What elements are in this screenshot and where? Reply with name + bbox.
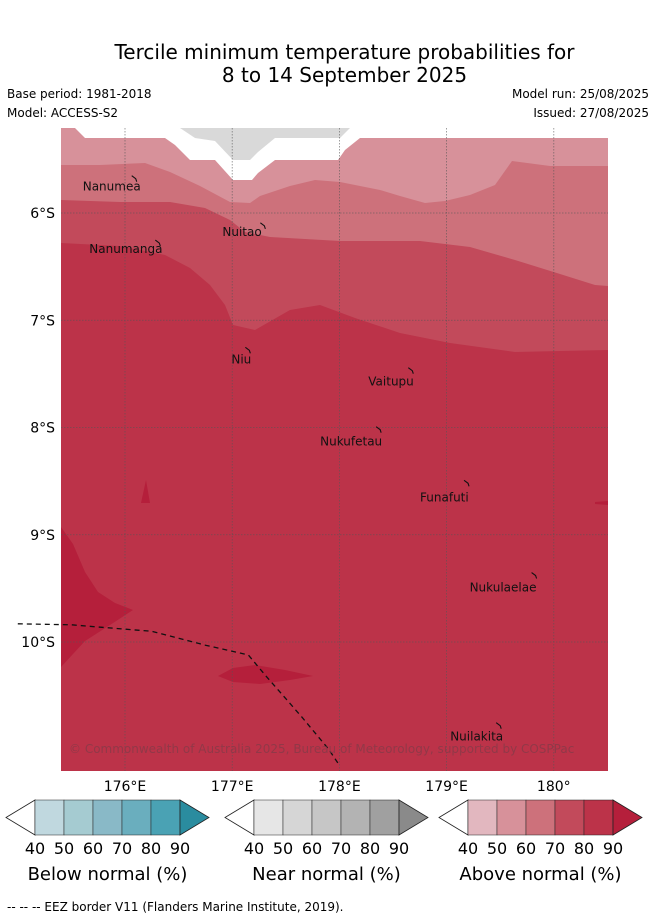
issued-date: Issued: 27/08/2025 xyxy=(533,106,649,120)
place-label-funafuti: Funafuti xyxy=(420,490,469,504)
colorbar-extend-low xyxy=(224,799,255,836)
colorbar-extend-low xyxy=(438,799,469,836)
colorbars: 40 50 60 70 80 90 Below normal (%) 40 50 60 70 80 90… xyxy=(5,799,643,885)
base-period: Base period: 1981-2018 xyxy=(7,87,152,101)
colorbar-segment xyxy=(34,799,65,836)
eez-footnote: -- -- -- EEZ border V11 (Flanders Marine… xyxy=(7,900,344,914)
island-outline xyxy=(131,175,138,182)
island-outline xyxy=(463,479,470,487)
colorbar-segment xyxy=(340,799,371,836)
y-tick-label: 8°S xyxy=(30,421,55,437)
missing-data-strip xyxy=(61,128,608,180)
colorbar-extend-high xyxy=(179,799,210,836)
colorbar-tick: 90 xyxy=(603,839,623,858)
probability-field xyxy=(61,128,608,771)
island-outline xyxy=(531,572,538,579)
colorbar-tick: 50 xyxy=(273,839,293,858)
band-near-40-50 xyxy=(180,128,350,160)
island-outline xyxy=(407,367,414,374)
colorbar-2: 40 50 60 70 80 90 Above normal (%) xyxy=(438,799,643,885)
colorbar-tick: 40 xyxy=(458,839,478,858)
colorbar-tick: 50 xyxy=(487,839,507,858)
patch-above-90-small xyxy=(141,480,150,503)
island-outline xyxy=(495,722,502,729)
colorbar-tick: 60 xyxy=(302,839,322,858)
y-tick-label: 9°S xyxy=(30,528,55,544)
colorbar-segment xyxy=(121,799,152,836)
axis-ticks: 176°E 177°E 178°E 179°E 180° 6°S 7°S 8°S 9°S 10°S xyxy=(21,206,570,795)
model-name: Model: ACCESS-S2 xyxy=(7,106,119,120)
y-tick-label: 7°S xyxy=(30,313,55,329)
colorbar-segment xyxy=(311,799,342,836)
colorbar-segment xyxy=(554,799,585,836)
colorbar-tick: 80 xyxy=(574,839,594,858)
colorbar-segment xyxy=(253,799,284,836)
colorbar-tick: 70 xyxy=(331,839,351,858)
model-run: Model run: 25/08/2025 xyxy=(511,87,649,101)
place-label-nuilakita: Nuilakita xyxy=(450,730,503,744)
colorbar-tick: 80 xyxy=(360,839,380,858)
colorbar-segment xyxy=(467,799,498,836)
place-label-nanumanga: Nanumanga xyxy=(89,242,162,256)
x-tick-label: 178°E xyxy=(318,779,361,795)
colorbar-tick: 80 xyxy=(141,839,161,858)
title-line-2: 8 to 14 September 2025 xyxy=(221,63,468,87)
colorbar-segment xyxy=(282,799,313,836)
colorbar-tick: 40 xyxy=(244,839,264,858)
colorbar-tick: 70 xyxy=(545,839,565,858)
place-label-niu: Niu xyxy=(231,352,251,366)
colorbar-segment xyxy=(63,799,94,836)
colorbar-label: Above normal (%) xyxy=(459,864,621,885)
colorbar-segment xyxy=(150,799,181,836)
colorbar-segment xyxy=(92,799,123,836)
y-tick-label: 6°S xyxy=(30,206,55,222)
colorbar-extend-high xyxy=(612,799,643,836)
x-tick-label: 179°E xyxy=(425,779,468,795)
colorbar-tick: 60 xyxy=(516,839,536,858)
eez-border-line xyxy=(17,623,340,766)
y-tick-label: 10°S xyxy=(21,635,55,651)
colorbar-tick: 40 xyxy=(25,839,45,858)
colorbar-tick: 70 xyxy=(112,839,132,858)
place-label-nukufetau: Nukufetau xyxy=(320,435,382,449)
colorbar-0: 40 50 60 70 80 90 Below normal (%) xyxy=(5,799,210,885)
colorbar-segment xyxy=(583,799,614,836)
island-outline xyxy=(260,222,266,230)
patch-above-90-east xyxy=(595,501,608,505)
x-tick-label: 177°E xyxy=(211,779,254,795)
colorbar-segment xyxy=(369,799,400,836)
grid-lines xyxy=(61,128,608,771)
x-tick-label: 176°E xyxy=(104,779,147,795)
colorbar-1: 40 50 60 70 80 90 Near normal (%) xyxy=(224,799,429,885)
colorbar-tick: 90 xyxy=(389,839,409,858)
colorbar-segment xyxy=(525,799,556,836)
chart-title: Tercile minimum temperature probabilitie… xyxy=(0,41,655,87)
patch-above-90-west xyxy=(61,527,133,667)
colorbar-extend-low xyxy=(5,799,36,836)
island-outline xyxy=(375,426,382,433)
island-outline xyxy=(245,346,251,354)
place-label-nanumea: Nanumea xyxy=(83,180,141,194)
place-label-nuitao: Nuitao xyxy=(222,225,261,239)
title-line-1: Tercile minimum temperature probabilitie… xyxy=(114,40,575,64)
colorbar-extend-high xyxy=(398,799,429,836)
patch-above-90-south xyxy=(218,665,313,684)
place-label-vaitupu: Vaitupu xyxy=(368,375,414,389)
x-tick-label: 180° xyxy=(537,779,571,795)
place-label-nukulaelae: Nukulaelae xyxy=(470,581,537,595)
place-labels: Nanumea Nuitao Nanumanga Niu Vaitupu Nukufeta… xyxy=(83,175,538,744)
colorbar-tick: 90 xyxy=(170,839,190,858)
colorbar-segment xyxy=(496,799,527,836)
colorbar-tick: 50 xyxy=(54,839,74,858)
colorbar-label: Near normal (%) xyxy=(252,864,401,885)
colorbar-tick: 60 xyxy=(83,839,103,858)
island-outline xyxy=(154,239,161,247)
colorbar-label: Below normal (%) xyxy=(28,864,188,885)
attribution-text: © Commonwealth of Australia 2025, Bureau… xyxy=(69,742,574,756)
